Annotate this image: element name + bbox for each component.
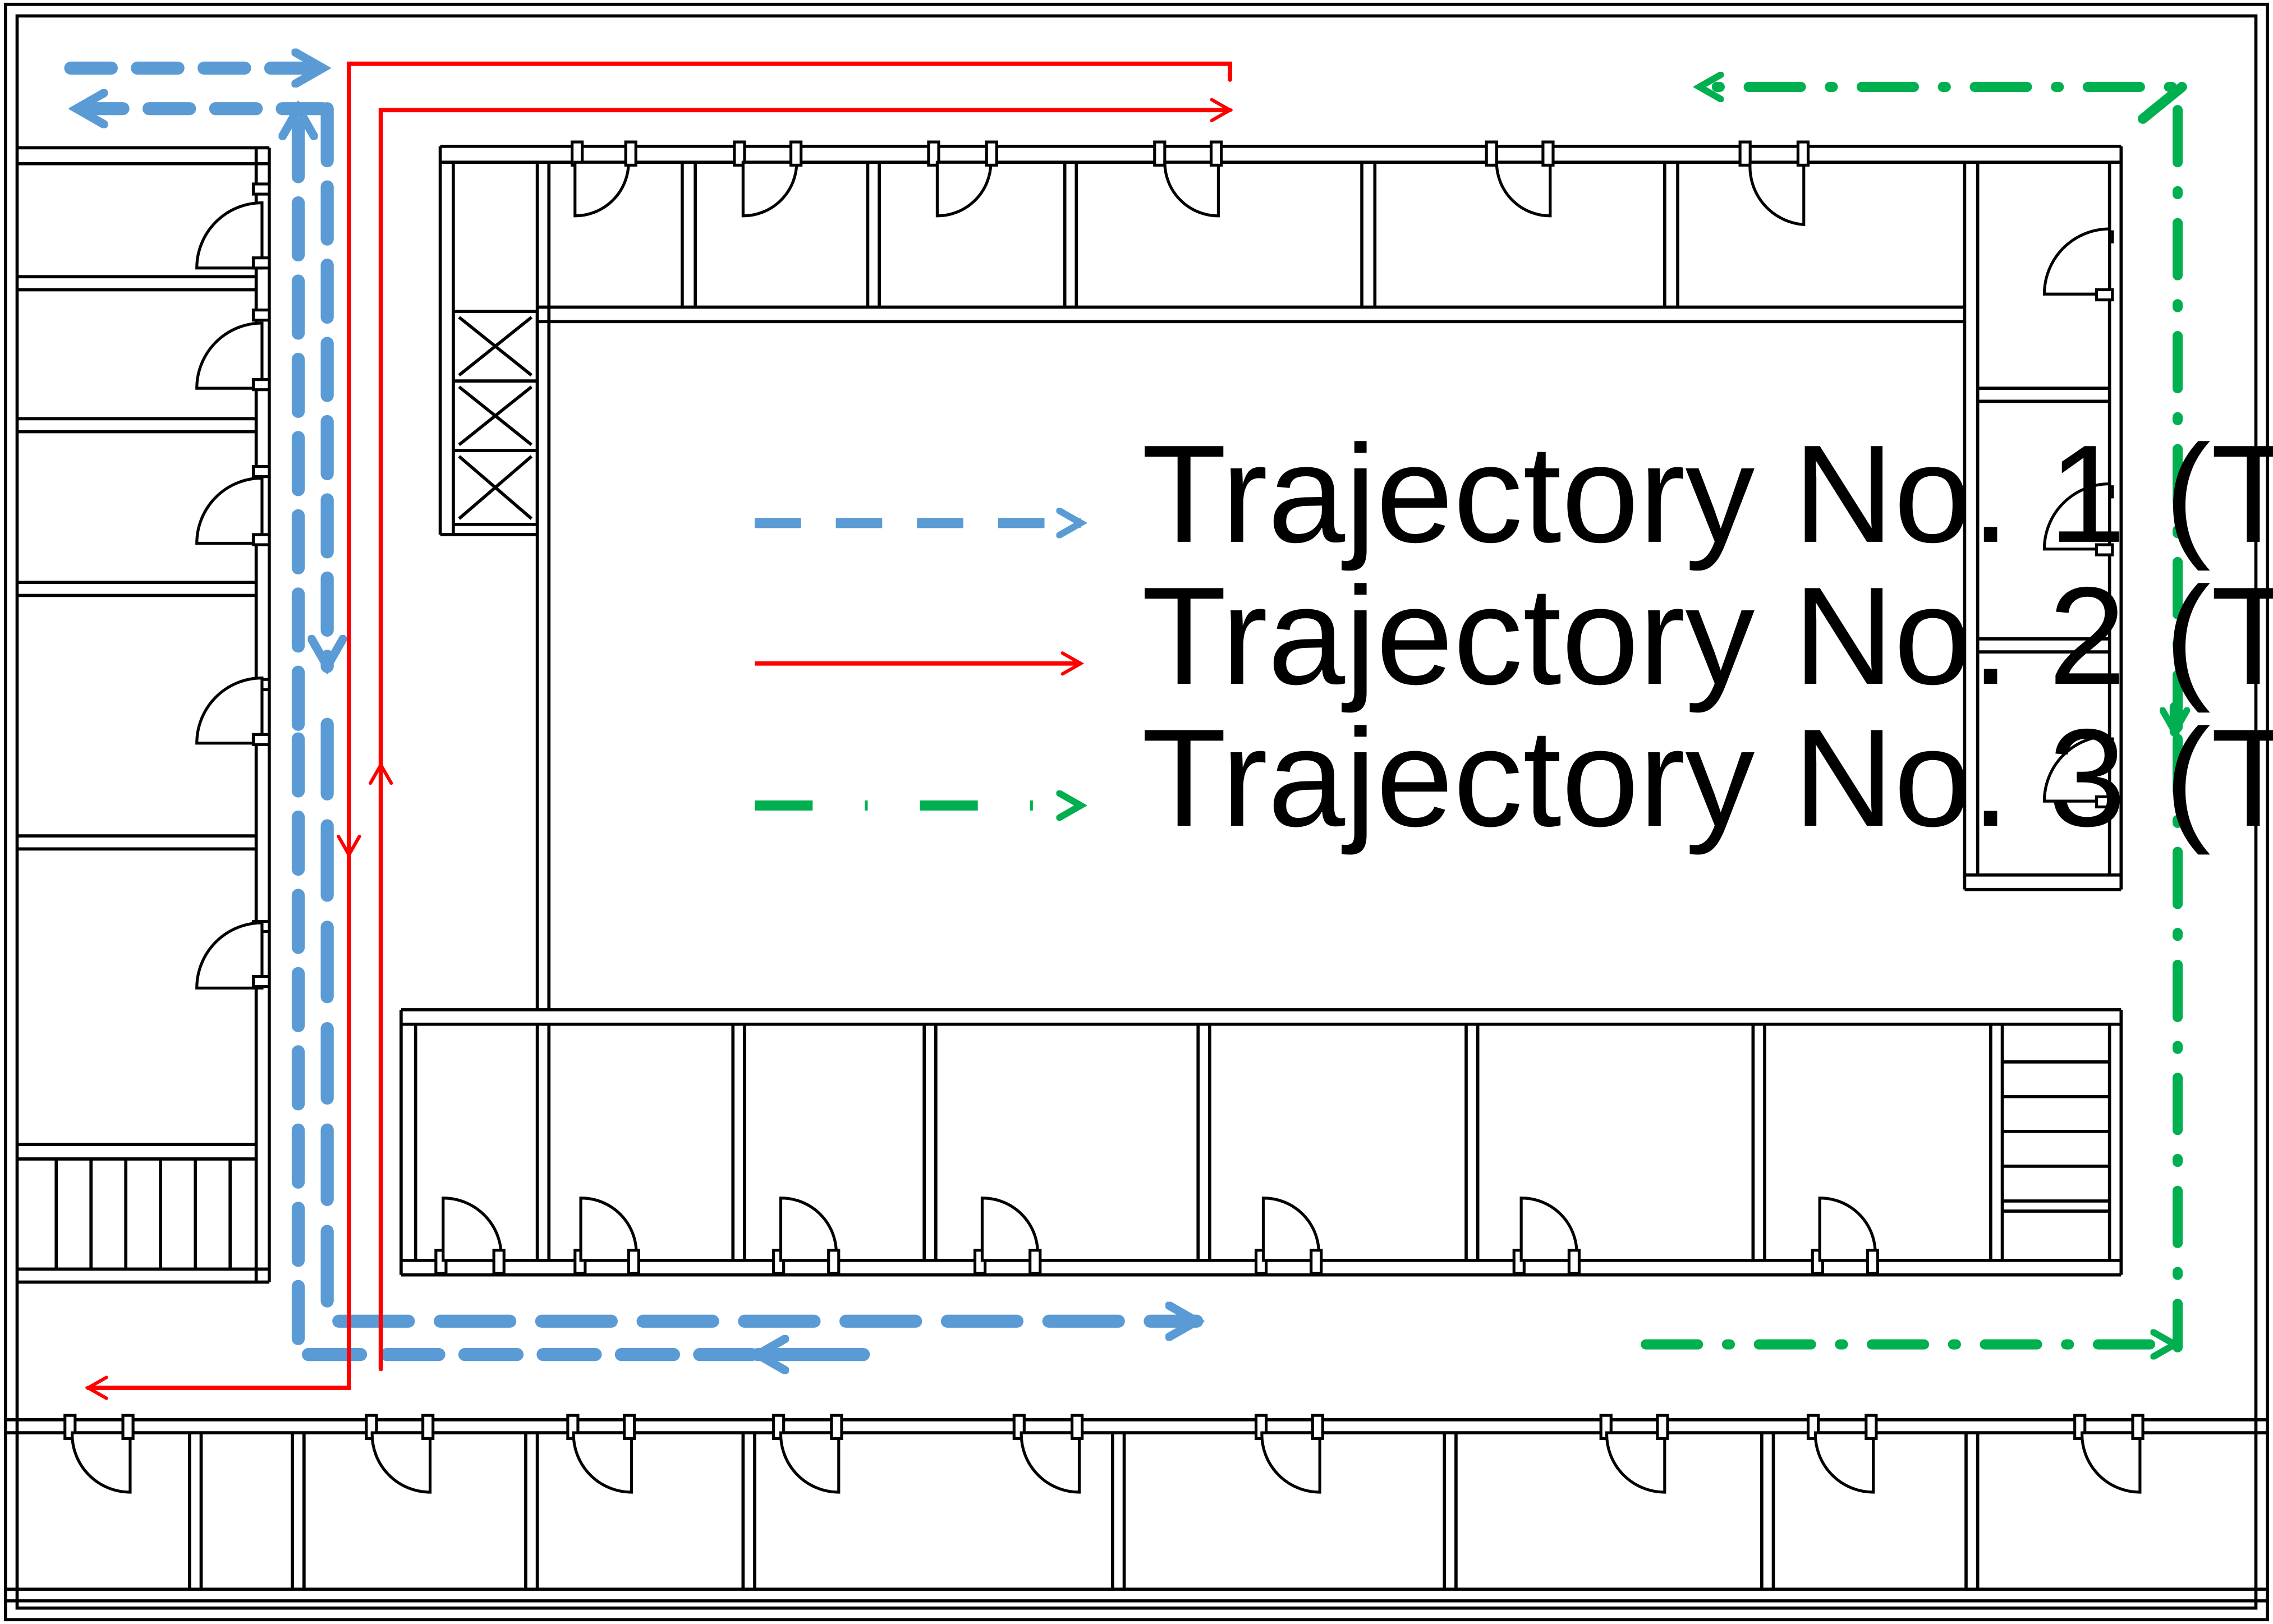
door — [571, 140, 637, 218]
legend: Trajectory No. 1 (T1) Trajectory No. 2 (… — [755, 416, 2273, 858]
door — [2042, 227, 2114, 302]
door — [195, 677, 271, 746]
door — [973, 1197, 1042, 1275]
door — [63, 1414, 135, 1494]
door — [1012, 1414, 1084, 1494]
legend-item-t3: Trajectory No. 3 (T3) — [755, 700, 2273, 858]
door — [1512, 1197, 1581, 1275]
top-rooms — [440, 144, 2122, 1010]
left-stair — [17, 1143, 256, 1269]
door — [733, 140, 803, 218]
right-stair — [2002, 1060, 2110, 1213]
door — [195, 309, 271, 392]
door — [2042, 482, 2114, 556]
legend-label-t1: Trajectory No. 1 (T1) — [1142, 416, 2273, 574]
outer-wall-inner — [15, 14, 2258, 1610]
door — [772, 1414, 843, 1494]
door — [927, 140, 998, 218]
bottom-wing — [5, 1418, 2268, 1603]
door — [1599, 1414, 1669, 1494]
elevator-shafts — [438, 146, 539, 536]
door — [772, 1197, 841, 1275]
doors — [63, 140, 2145, 1494]
door — [1811, 1197, 1880, 1275]
legend-label-t3: Trajectory No. 3 (T3) — [1142, 700, 2273, 858]
door — [566, 1414, 636, 1494]
legend-item-t1: Trajectory No. 1 (T1) — [755, 416, 2273, 574]
door — [1153, 140, 1223, 218]
outer-wall — [4, 2, 2269, 1622]
door — [195, 919, 271, 990]
door — [573, 1197, 640, 1275]
door — [2073, 1414, 2145, 1494]
door — [434, 1197, 506, 1275]
door — [1254, 1414, 1324, 1494]
door — [2042, 734, 2114, 809]
legend-item-t2: Trajectory No. 2 (T2) — [755, 558, 2273, 716]
door — [195, 464, 271, 546]
door — [1806, 1414, 1878, 1494]
door — [1254, 1197, 1323, 1275]
door — [1738, 140, 1810, 227]
door — [195, 182, 271, 270]
trajectory-2-path — [84, 61, 1234, 1400]
trajectory-1-path — [64, 68, 1197, 1354]
legend-label-t2: Trajectory No. 2 (T2) — [1142, 558, 2273, 716]
trajectory-3-path — [1641, 87, 2182, 1347]
door — [365, 1414, 435, 1494]
door — [1485, 140, 1555, 218]
